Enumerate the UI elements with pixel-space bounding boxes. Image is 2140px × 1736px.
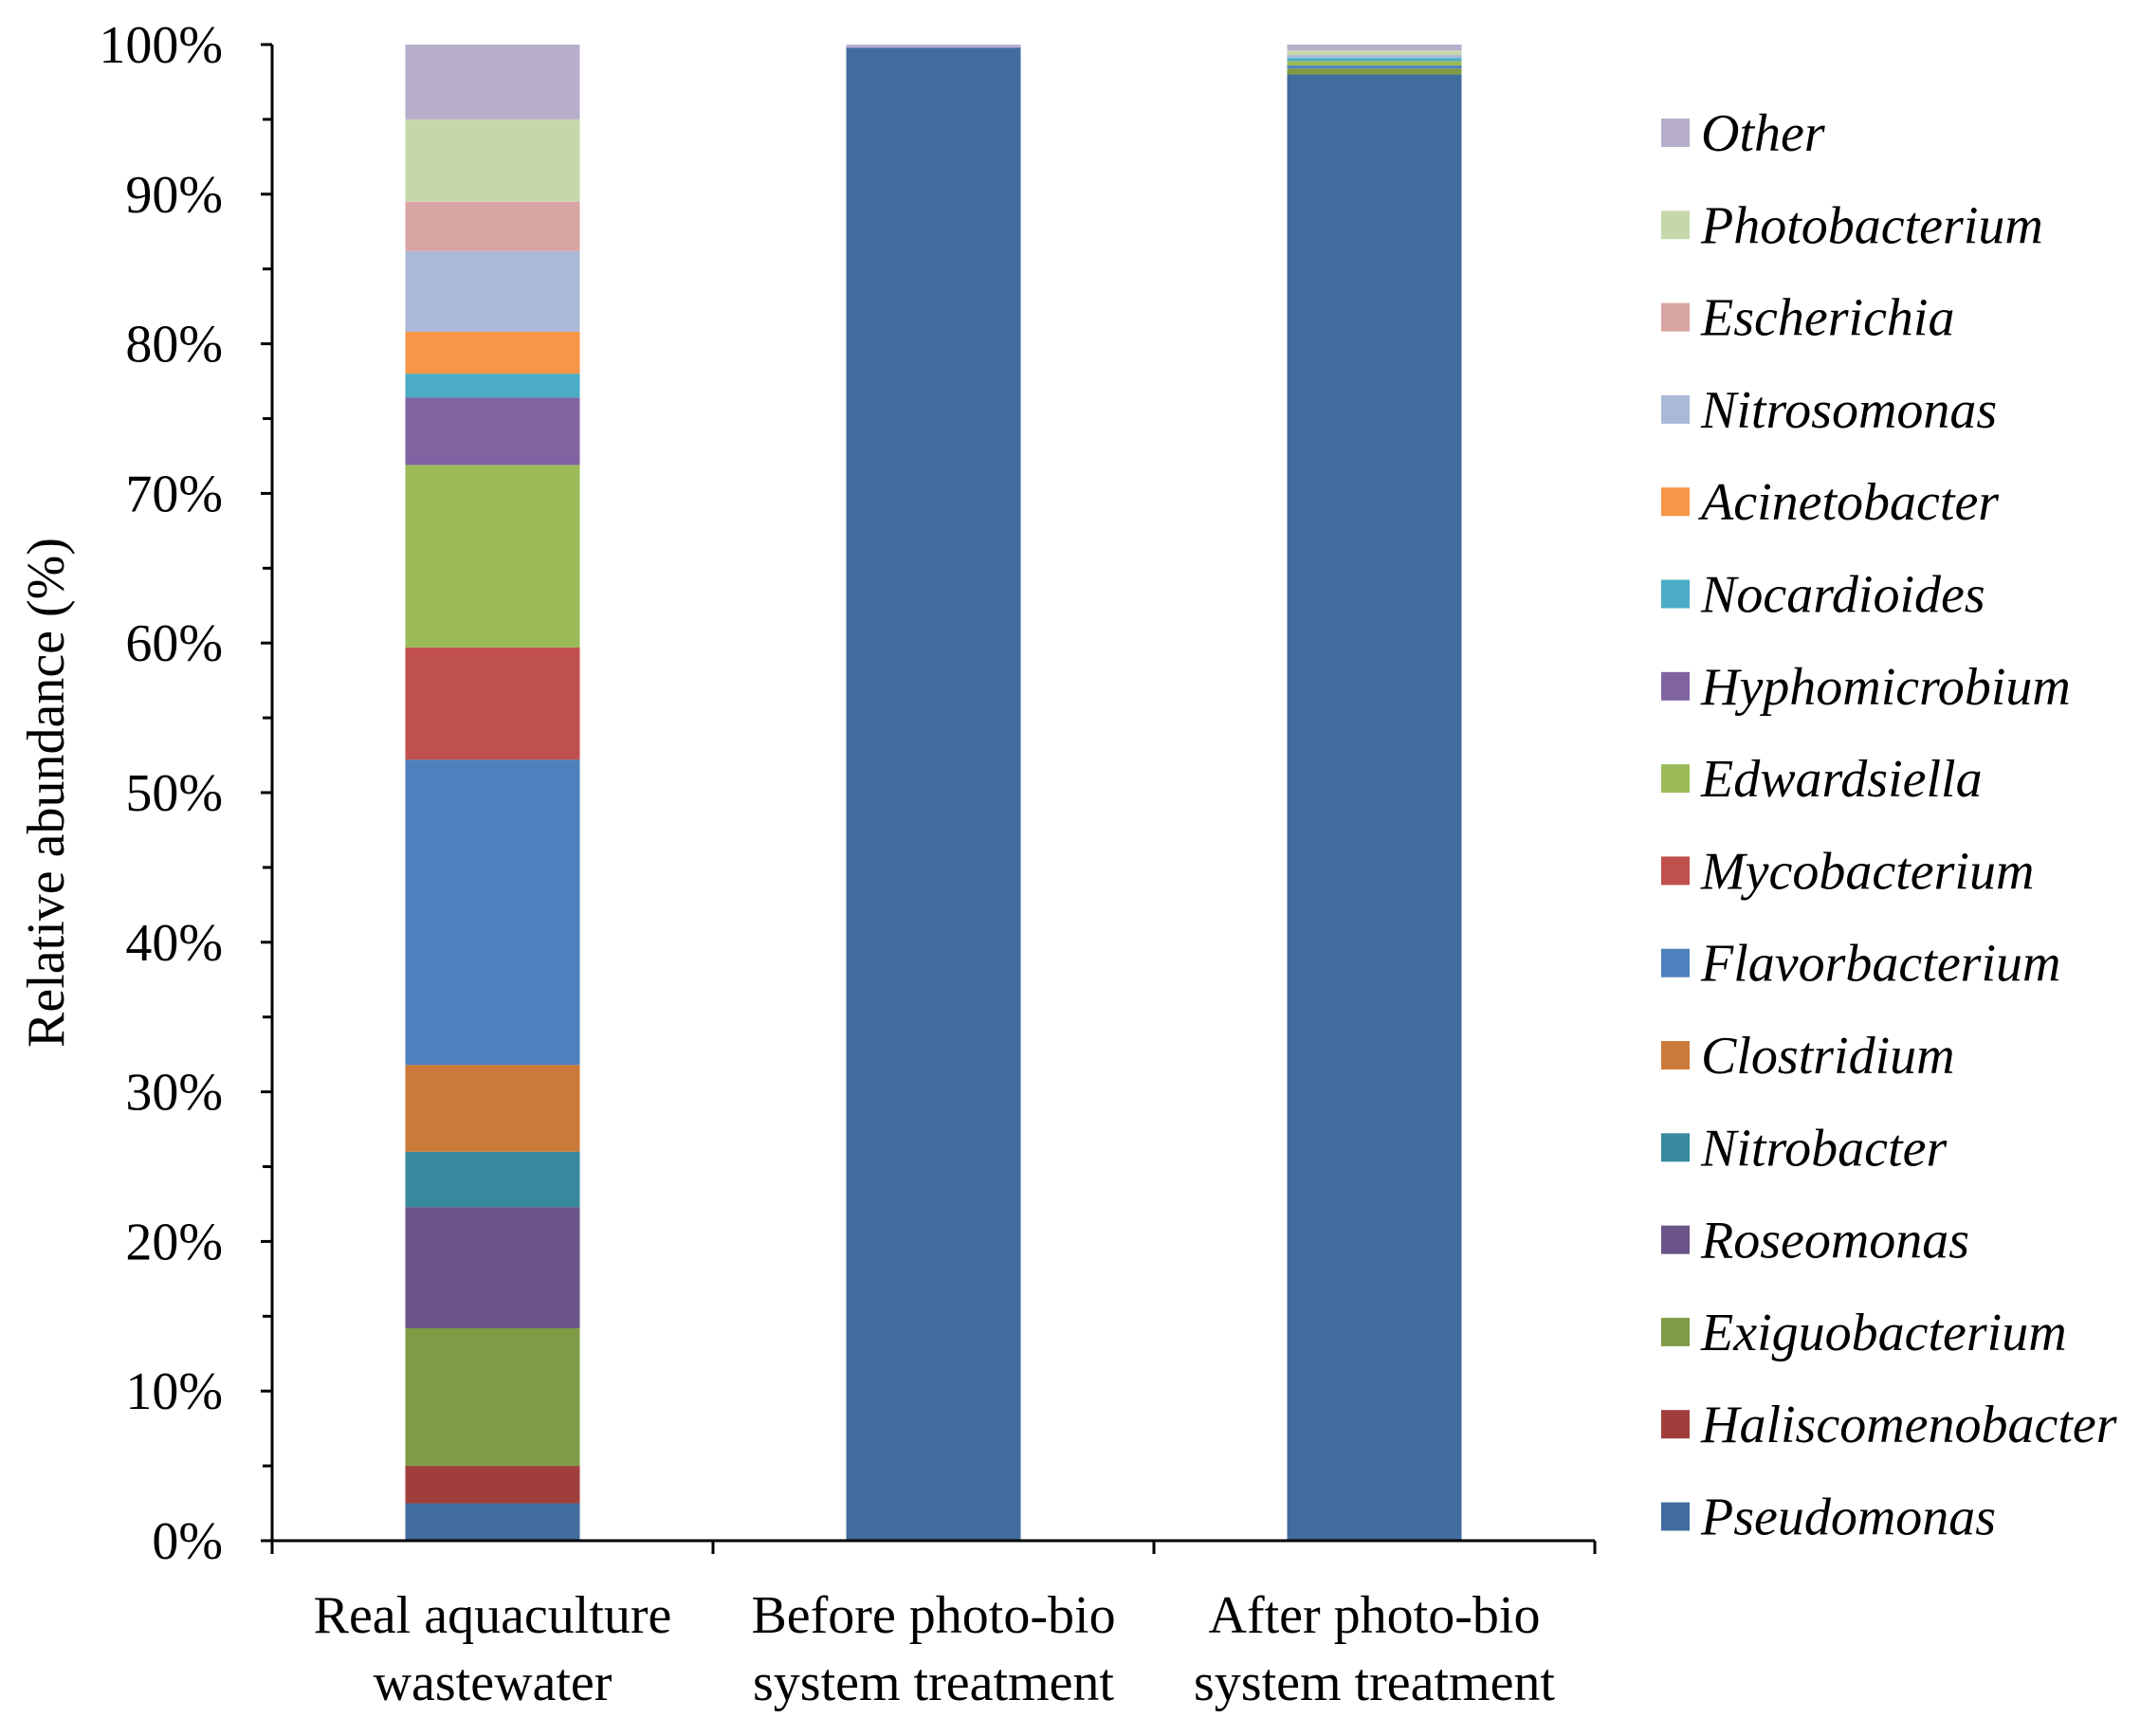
legend-swatch-haliscomenobacter (1661, 1410, 1690, 1439)
legend-swatch-mycobacterium (1661, 856, 1690, 886)
category-label-3-line-1: After photo-bio (1209, 1586, 1541, 1645)
bar-segment-other-1 (405, 45, 580, 119)
bar-segment-photobacterium-3 (1287, 50, 1462, 56)
bar-segment-exiguobacterium-3 (1287, 68, 1462, 75)
category-labels: Real aquaculture wastewater Before photo-b… (314, 1586, 1556, 1712)
legend-label-haliscomenobacter: Haliscomenobacter (1700, 1396, 2117, 1454)
legend-label-flavorbacterium: Flavorbacterium (1700, 935, 2060, 994)
legend-swatch-nocardioides (1661, 579, 1690, 609)
bar-segment-pseudomonas-2 (846, 47, 1021, 1541)
category-label-2-line-2: system treatment (753, 1654, 1114, 1712)
legend-swatch-photobacterium (1661, 210, 1690, 240)
legend-label-clostridium: Clostridium (1701, 1027, 1955, 1086)
bar-segment-clostridium-1 (405, 1065, 580, 1152)
y-tick-label: 20% (125, 1213, 223, 1271)
legend-label-nitrobacter: Nitrobacter (1700, 1119, 1947, 1178)
legend: Other Photobacterium Escherichia Nitrosomon… (1661, 104, 2117, 1547)
category-label-3-line-2: system treatment (1194, 1654, 1555, 1712)
bar-segment-nitrosomonas-1 (405, 250, 580, 332)
legend-label-exiguobacterium: Exiguobacterium (1700, 1304, 2067, 1362)
legend-swatch-roseomonas (1661, 1225, 1690, 1254)
bar-segment-haliscomenobacter-1 (405, 1466, 580, 1504)
bar-segment-edwardsiella-3 (1287, 61, 1462, 66)
legend-swatch-edwardsiella (1661, 764, 1690, 794)
bar-segment-escherichia-1 (405, 201, 580, 251)
legend-label-mycobacterium: Mycobacterium (1700, 842, 2034, 901)
legend-swatch-nitrosomonas (1661, 394, 1690, 424)
bar-segment-edwardsiella-1 (405, 465, 580, 648)
category-label-2-line-1: Before photo-bio (751, 1586, 1115, 1645)
category-label-1-line-2: wastewater (374, 1654, 613, 1712)
legend-swatch-clostridium (1661, 1041, 1690, 1069)
legend-swatch-exiguobacterium (1661, 1317, 1690, 1346)
legend-swatch-hyphomicrobium (1661, 671, 1690, 701)
bar-segment-pseudomonas-3 (1287, 74, 1462, 1541)
bar-segment-other-3 (1287, 45, 1462, 51)
legend-swatch-escherichia (1661, 302, 1690, 332)
legend-label-roseomonas: Roseomonas (1700, 1212, 1969, 1270)
legend-label-pseudomonas: Pseudomonas (1700, 1489, 1996, 1547)
legend-label-hyphomicrobium: Hyphomicrobium (1700, 658, 2071, 717)
legend-label-other: Other (1701, 104, 1825, 163)
legend-label-nocardioides: Nocardioides (1700, 566, 1985, 625)
legend-swatch-other (1661, 119, 1690, 147)
y-tick-label: 50% (125, 764, 223, 823)
legend-label-edwardsiella: Edwardsiella (1700, 750, 1983, 809)
y-tick-label: 80% (125, 316, 223, 375)
y-tick-label: 90% (125, 166, 223, 225)
y-tick-label: 10% (125, 1362, 223, 1421)
bar-segment-exiguobacterium-1 (405, 1327, 580, 1467)
y-tick-label: 70% (125, 465, 223, 523)
bar-segment-flavorbacterium-3 (1287, 65, 1462, 69)
legend-label-nitrosomonas: Nitrosomonas (1700, 381, 1997, 440)
y-tick-label: 30% (125, 1064, 223, 1123)
bar-segment-nitrosomonas-3 (1287, 55, 1462, 59)
y-tick-label: 40% (125, 914, 223, 973)
bar-segment-acinetobacter-1 (405, 331, 580, 375)
bar-segment-other-2 (846, 45, 1021, 48)
y-ticks: 0% 10% 20% 30% 40% 50% 60% 70% 80% 90% 100% (99, 16, 272, 1571)
legend-label-acinetobacter: Acinetobacter (1697, 473, 1999, 532)
bar-segment-pseudomonas-1 (405, 1503, 580, 1541)
y-tick-label: 100% (99, 16, 223, 75)
legend-swatch-nitrobacter (1661, 1133, 1690, 1162)
bar-segment-nitrobacter-1 (405, 1151, 580, 1208)
legend-swatch-acinetobacter (1661, 487, 1690, 517)
legend-swatch-pseudomonas (1661, 1502, 1690, 1531)
bar-segment-hyphomicrobium-1 (405, 397, 580, 466)
y-axis-title: Relative abundance (%) (17, 538, 76, 1048)
y-tick-label: 60% (125, 614, 223, 673)
bar-segment-photobacterium-1 (405, 119, 580, 202)
bar-segment-flavorbacterium-1 (405, 759, 580, 1066)
bar-segment-mycobacterium-1 (405, 647, 580, 760)
legend-swatch-flavorbacterium (1661, 948, 1690, 978)
y-tick-label: 0% (152, 1512, 223, 1571)
bar-segment-nocardioides-3 (1287, 58, 1462, 62)
bar-segments (405, 45, 1462, 1541)
x-ticks (270, 1541, 1597, 1554)
bar-segment-roseomonas-1 (405, 1207, 580, 1328)
legend-label-escherichia: Escherichia (1700, 289, 1954, 348)
category-label-1-line-1: Real aquaculture (314, 1586, 672, 1645)
legend-label-photobacterium: Photobacterium (1700, 196, 2043, 255)
bar-segment-nocardioides-1 (405, 374, 580, 398)
